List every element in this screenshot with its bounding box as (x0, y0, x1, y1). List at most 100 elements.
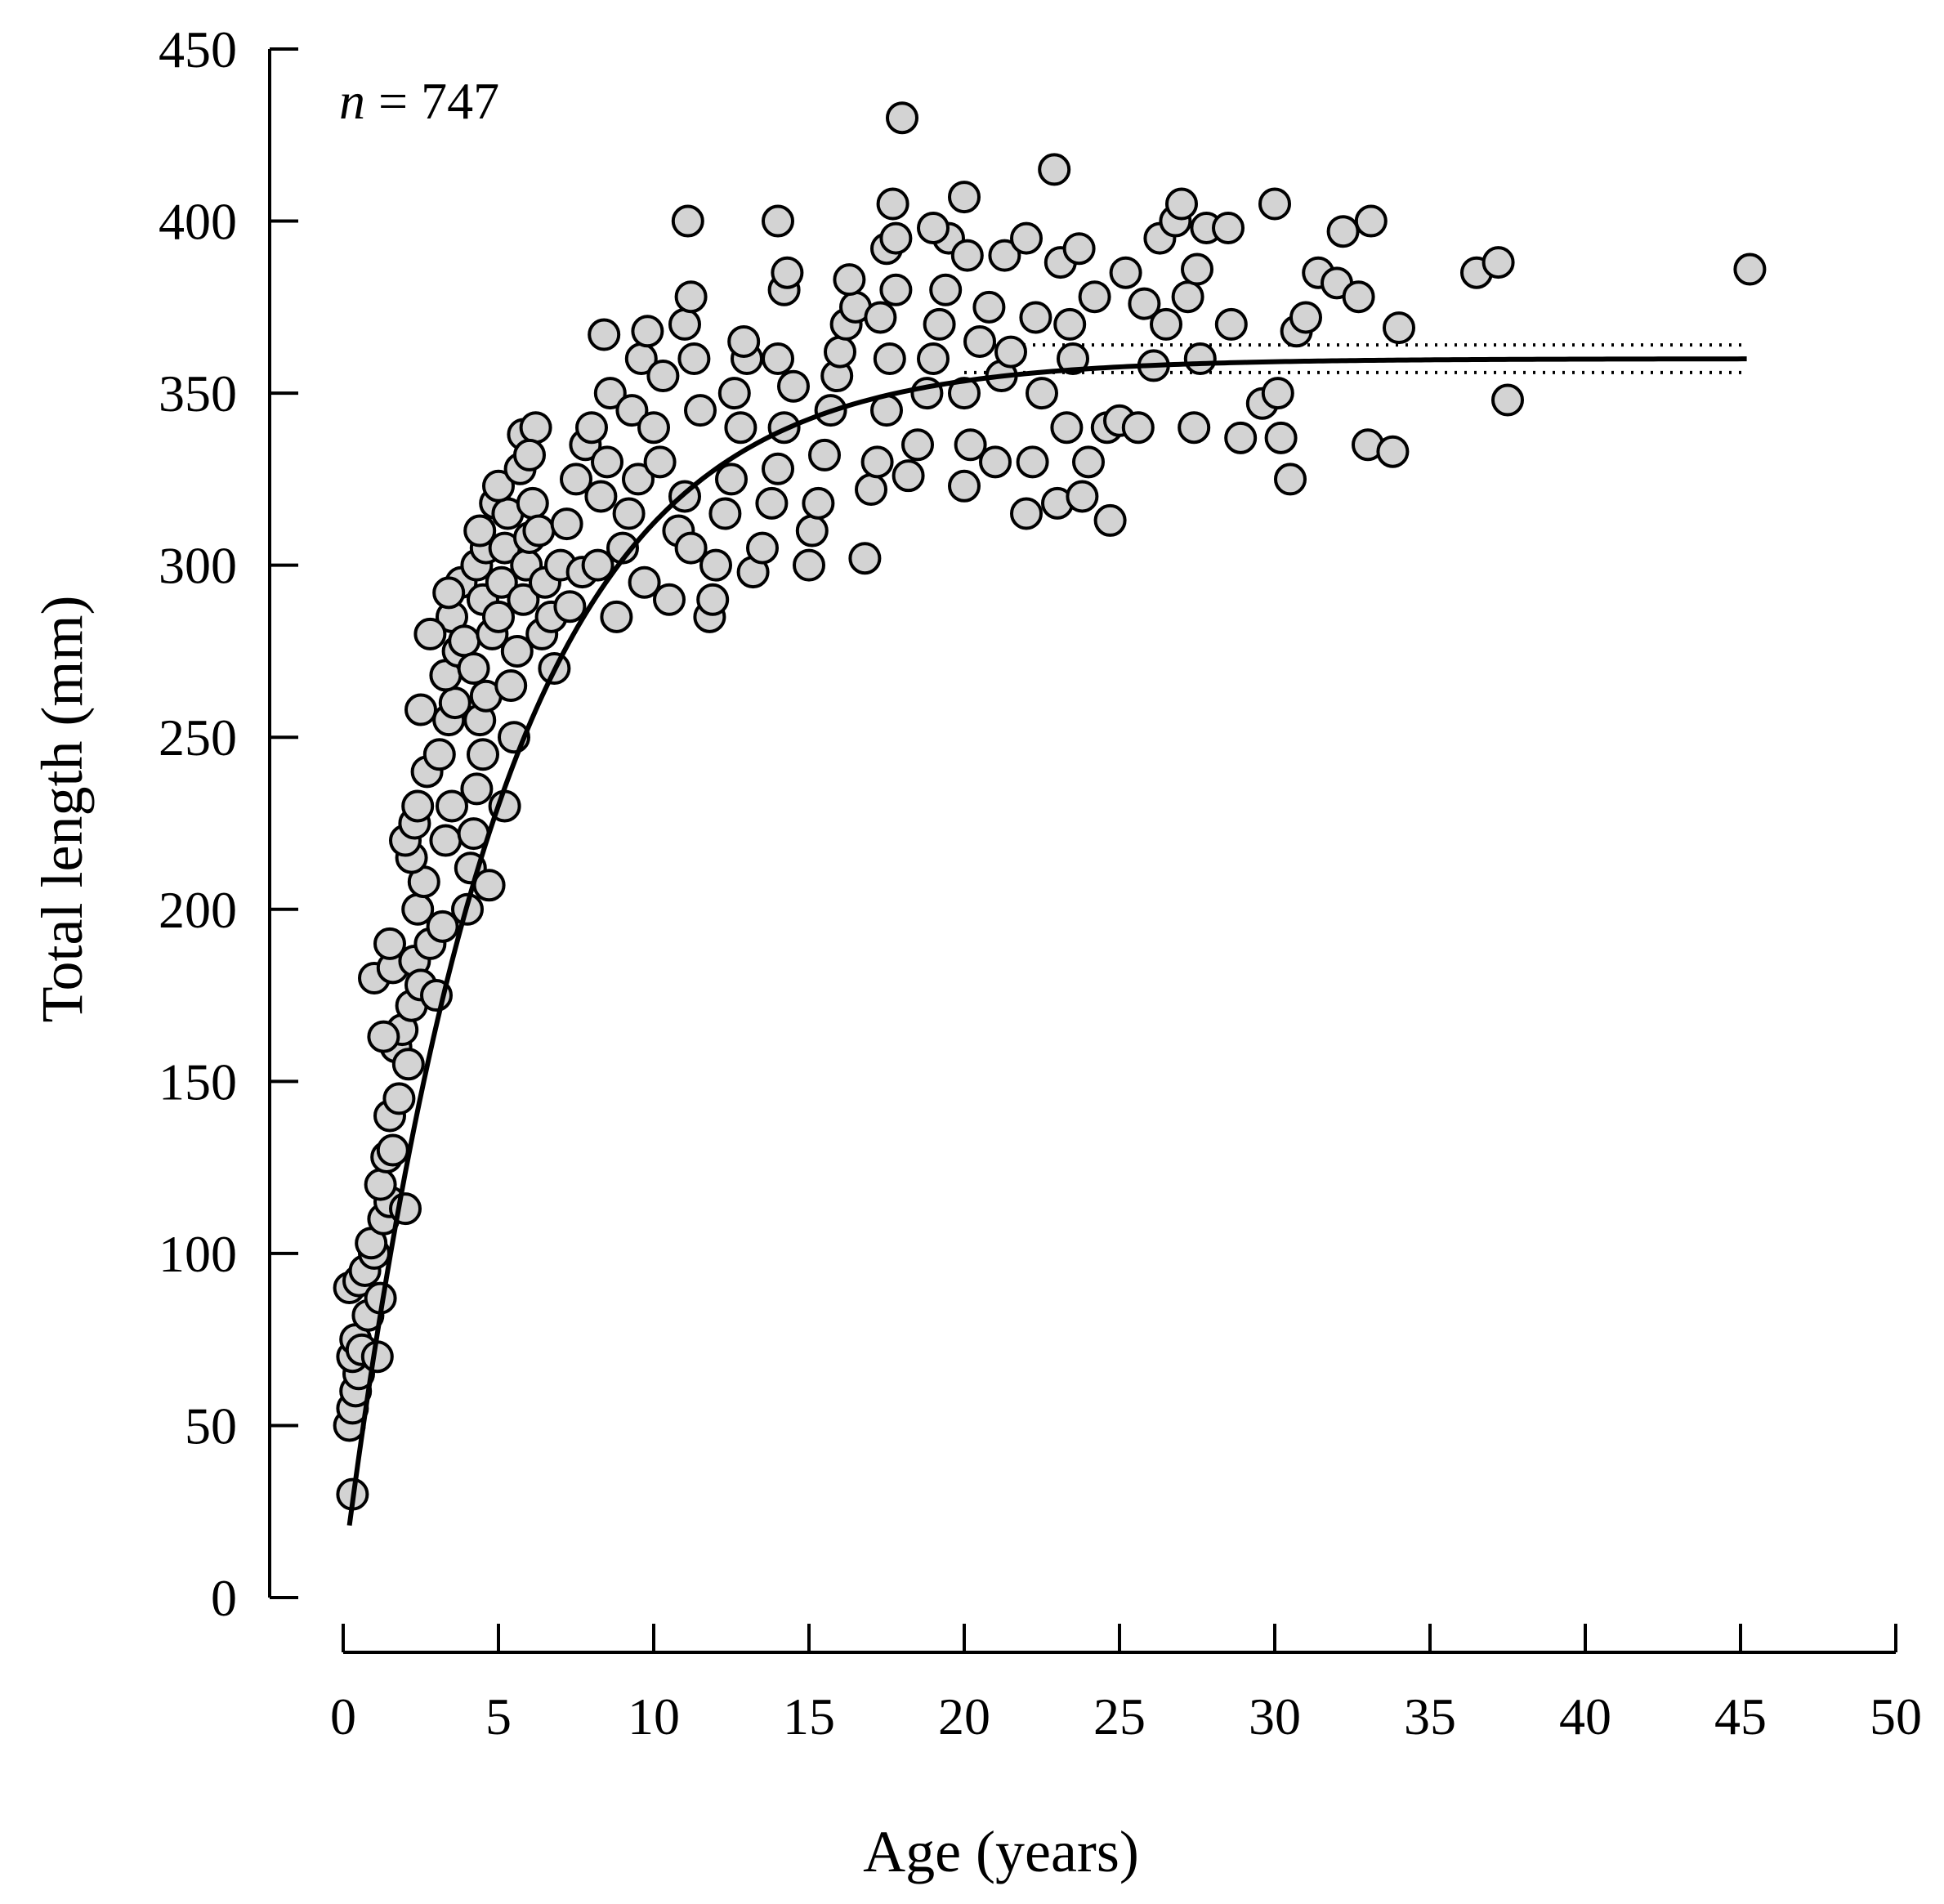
data-point (923, 307, 956, 341)
y-tick-label: 0 (211, 1569, 237, 1627)
data-point (404, 693, 437, 726)
data-point (560, 463, 592, 496)
data-point (746, 531, 779, 565)
data-point (1050, 411, 1084, 445)
data-point (391, 1048, 425, 1081)
data-point (1062, 232, 1096, 266)
x-tick-label: 10 (628, 1687, 680, 1745)
y-tick-label: 450 (159, 20, 237, 78)
data-point (643, 445, 677, 479)
data-point (892, 459, 925, 493)
data-point (879, 273, 913, 306)
fitted-curve-layer (346, 356, 1747, 1526)
data-point (507, 583, 540, 616)
data-point (833, 263, 866, 297)
data-point (917, 211, 950, 244)
data-point (1109, 256, 1142, 289)
data-point (1093, 503, 1127, 537)
data-point (1224, 421, 1258, 454)
x-tick-label: 30 (1249, 1687, 1301, 1745)
data-point (622, 463, 655, 496)
data-point (1183, 342, 1217, 375)
data-point (426, 910, 459, 943)
data-point (684, 394, 717, 427)
data-point (762, 204, 794, 238)
data-point (762, 342, 794, 375)
data-point (584, 480, 618, 513)
y-tick-label: 200 (159, 881, 237, 939)
data-point (677, 342, 711, 375)
data-point (1038, 153, 1071, 186)
data-point (467, 738, 499, 771)
y-tick-label: 100 (159, 1225, 237, 1283)
data-point (1342, 280, 1375, 314)
data-point (950, 239, 984, 272)
data-point (376, 1133, 409, 1167)
data-point (1258, 187, 1291, 221)
data-point (1057, 342, 1089, 375)
x-tick-label: 5 (485, 1687, 512, 1745)
data-point (373, 927, 406, 960)
data-point (1016, 445, 1049, 479)
data-point (929, 273, 963, 306)
data-point (860, 445, 894, 479)
annotation-value: = 747 (365, 72, 499, 130)
data-point (1165, 187, 1198, 221)
data-point (715, 463, 748, 496)
data-point (727, 324, 761, 358)
data-point (948, 181, 981, 214)
data-point (724, 411, 757, 445)
data-point (482, 469, 515, 503)
data-point (824, 335, 856, 369)
data-point (413, 617, 447, 650)
data-point (593, 377, 627, 410)
data-point (979, 445, 1012, 479)
data-point (460, 772, 494, 806)
data-point (1491, 383, 1524, 417)
data-point (482, 600, 515, 633)
axes: 0 50 100 150 200 250 300 350 400 450 0 5 10 15 20 25 30 3… (159, 20, 1922, 1745)
data-points (333, 101, 1767, 1511)
data-point (901, 428, 934, 462)
data-point (382, 1082, 416, 1115)
data-point (1078, 280, 1111, 314)
data-point (500, 634, 534, 668)
data-point (994, 335, 1027, 369)
data-point (364, 1168, 397, 1201)
data-point (886, 101, 918, 135)
x-tick-label: 35 (1404, 1687, 1456, 1745)
y-tick-label: 350 (159, 364, 237, 422)
x-axis-label: Age (years) (863, 1819, 1139, 1884)
data-point (1214, 307, 1248, 341)
data-point (795, 514, 829, 548)
data-point (1171, 280, 1204, 314)
data-point (436, 789, 468, 823)
x-tick-label: 15 (783, 1687, 835, 1745)
data-point (588, 318, 621, 351)
data-point (848, 542, 882, 575)
data-point (1072, 445, 1105, 479)
data-point (674, 531, 708, 565)
data-point (1354, 204, 1388, 238)
y-tick-label: 400 (159, 193, 237, 251)
data-point (1383, 311, 1415, 345)
data-point (1181, 253, 1213, 286)
data-point (513, 438, 546, 472)
data-point (755, 486, 789, 520)
data-point (432, 576, 466, 610)
data-point (671, 204, 704, 238)
data-point (1178, 411, 1211, 445)
data-point (793, 548, 825, 582)
data-point (917, 342, 950, 375)
data-point (628, 565, 661, 599)
data-point (429, 824, 463, 857)
data-point (855, 473, 887, 507)
data-point (422, 738, 456, 771)
data-point (879, 221, 913, 255)
data-point (612, 497, 646, 530)
data-point (708, 497, 742, 530)
data-point (1274, 463, 1307, 496)
data-point (1289, 301, 1322, 334)
data-point (1026, 377, 1058, 410)
x-tick-label: 50 (1870, 1687, 1922, 1745)
